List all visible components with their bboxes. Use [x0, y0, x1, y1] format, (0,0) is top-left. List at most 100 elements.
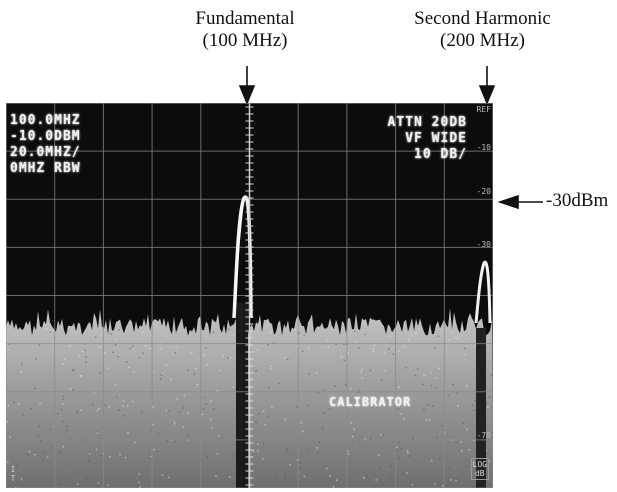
- noise-grain: [60, 408, 63, 411]
- harmonic-arrow-head-icon: [478, 85, 496, 106]
- noise-grain: [455, 441, 457, 444]
- noise-grain: [263, 410, 265, 412]
- noise-grain: [96, 409, 99, 412]
- noise-grain: [196, 383, 199, 386]
- noise-grain: [85, 361, 87, 363]
- noise-grain: [166, 335, 168, 337]
- noise-grain: [156, 450, 158, 453]
- noise-grain: [82, 350, 84, 352]
- noise-grain: [217, 435, 220, 437]
- noise-grain: [187, 412, 189, 415]
- noise-grain: [170, 378, 172, 380]
- noise-grain: [63, 358, 66, 360]
- noise-grain: [441, 485, 444, 487]
- noise-grain: [317, 391, 320, 394]
- noise-grain: [7, 404, 9, 407]
- noise-grain: [66, 425, 68, 427]
- noise-grain: [28, 450, 31, 453]
- noise-grain: [252, 450, 254, 452]
- noise-grain: [42, 460, 44, 462]
- noise-grain: [199, 358, 201, 361]
- noise-grain: [275, 477, 278, 479]
- noise-grain: [402, 473, 404, 475]
- noise-grain: [267, 343, 269, 346]
- noise-grain: [332, 486, 335, 488]
- spectrum-display: [6, 103, 493, 488]
- noise-grain: [414, 332, 417, 335]
- noise-grain: [460, 450, 463, 452]
- noise-grain: [264, 423, 266, 426]
- noise-grain: [488, 396, 491, 398]
- noise-grain: [271, 406, 273, 408]
- noise-grain: [400, 448, 402, 450]
- noise-grain: [153, 448, 155, 451]
- noise-grain: [66, 330, 69, 332]
- noise-grain: [61, 403, 64, 405]
- noise-grain: [108, 406, 111, 408]
- fundamental-arrow-head-icon: [238, 85, 256, 106]
- noise-grain: [152, 423, 155, 426]
- noise-grain: [159, 378, 162, 380]
- noise-grain: [284, 476, 287, 478]
- noise-grain: [119, 453, 121, 456]
- noise-grain: [229, 476, 231, 478]
- noise-grain: [139, 486, 141, 488]
- noise-grain: [488, 460, 491, 463]
- noise-grain: [364, 438, 367, 441]
- noise-grain: [286, 448, 288, 450]
- noise-grain: [167, 476, 170, 479]
- readout-left: 100.0MHZ -10.0DBM 20.0MHZ/ 0MHZ RBW: [10, 113, 81, 177]
- noise-grain: [379, 434, 382, 436]
- fundamental-frequency: (100 MHz): [202, 30, 288, 51]
- noise-grain: [437, 335, 440, 337]
- noise-grain: [138, 473, 141, 475]
- noise-grain: [80, 375, 83, 377]
- second-harmonic-frequency: (200 MHz): [440, 30, 525, 51]
- noise-grain: [20, 477, 23, 480]
- noise-grain: [466, 428, 468, 431]
- noise-grain: [72, 389, 74, 391]
- noise-grain: [403, 345, 406, 348]
- noise-grain: [160, 374, 163, 376]
- noise-grain: [202, 408, 205, 410]
- noise-grain: [359, 440, 361, 443]
- noise-grain: [408, 339, 410, 341]
- noise-grain: [354, 341, 356, 343]
- noise-grain: [109, 456, 111, 458]
- noise-grain: [71, 369, 74, 371]
- corner-left-bottom: T: [10, 474, 16, 483]
- noise-grain: [382, 433, 384, 436]
- noise-grain: [46, 456, 49, 458]
- noise-grain: [303, 475, 305, 478]
- noise-grain: [76, 411, 78, 414]
- noise-grain: [30, 407, 32, 410]
- fundamental-annotation: Fundamental (100 MHz): [150, 8, 340, 52]
- noise-grain: [434, 377, 437, 379]
- noise-grain: [62, 395, 65, 397]
- noise-grain: [286, 358, 289, 361]
- noise-grain: [323, 389, 325, 391]
- noise-grain: [187, 434, 190, 436]
- fundamental-label: Fundamental: [195, 8, 295, 29]
- noise-grain: [308, 373, 310, 375]
- noise-grain: [438, 367, 440, 370]
- noise-grain: [62, 420, 64, 423]
- noise-grain: [430, 384, 433, 387]
- noise-grain: [175, 330, 177, 333]
- noise-grain: [343, 359, 346, 362]
- noise-grain: [431, 405, 434, 407]
- noise-grain: [95, 448, 98, 451]
- noise-grain: [118, 409, 121, 411]
- noise-grain: [40, 439, 42, 442]
- noise-grain: [233, 452, 236, 454]
- noise-grain: [456, 478, 459, 480]
- noise-grain: [107, 484, 109, 487]
- noise-grain: [473, 409, 475, 411]
- level-marker-label: -30dBm: [546, 190, 609, 211]
- noise-grain: [255, 340, 257, 342]
- noise-grain: [303, 334, 305, 337]
- noise-grain: [407, 452, 409, 454]
- noise-grain: [212, 408, 215, 410]
- noise-grain: [347, 352, 349, 354]
- noise-grain: [474, 344, 477, 347]
